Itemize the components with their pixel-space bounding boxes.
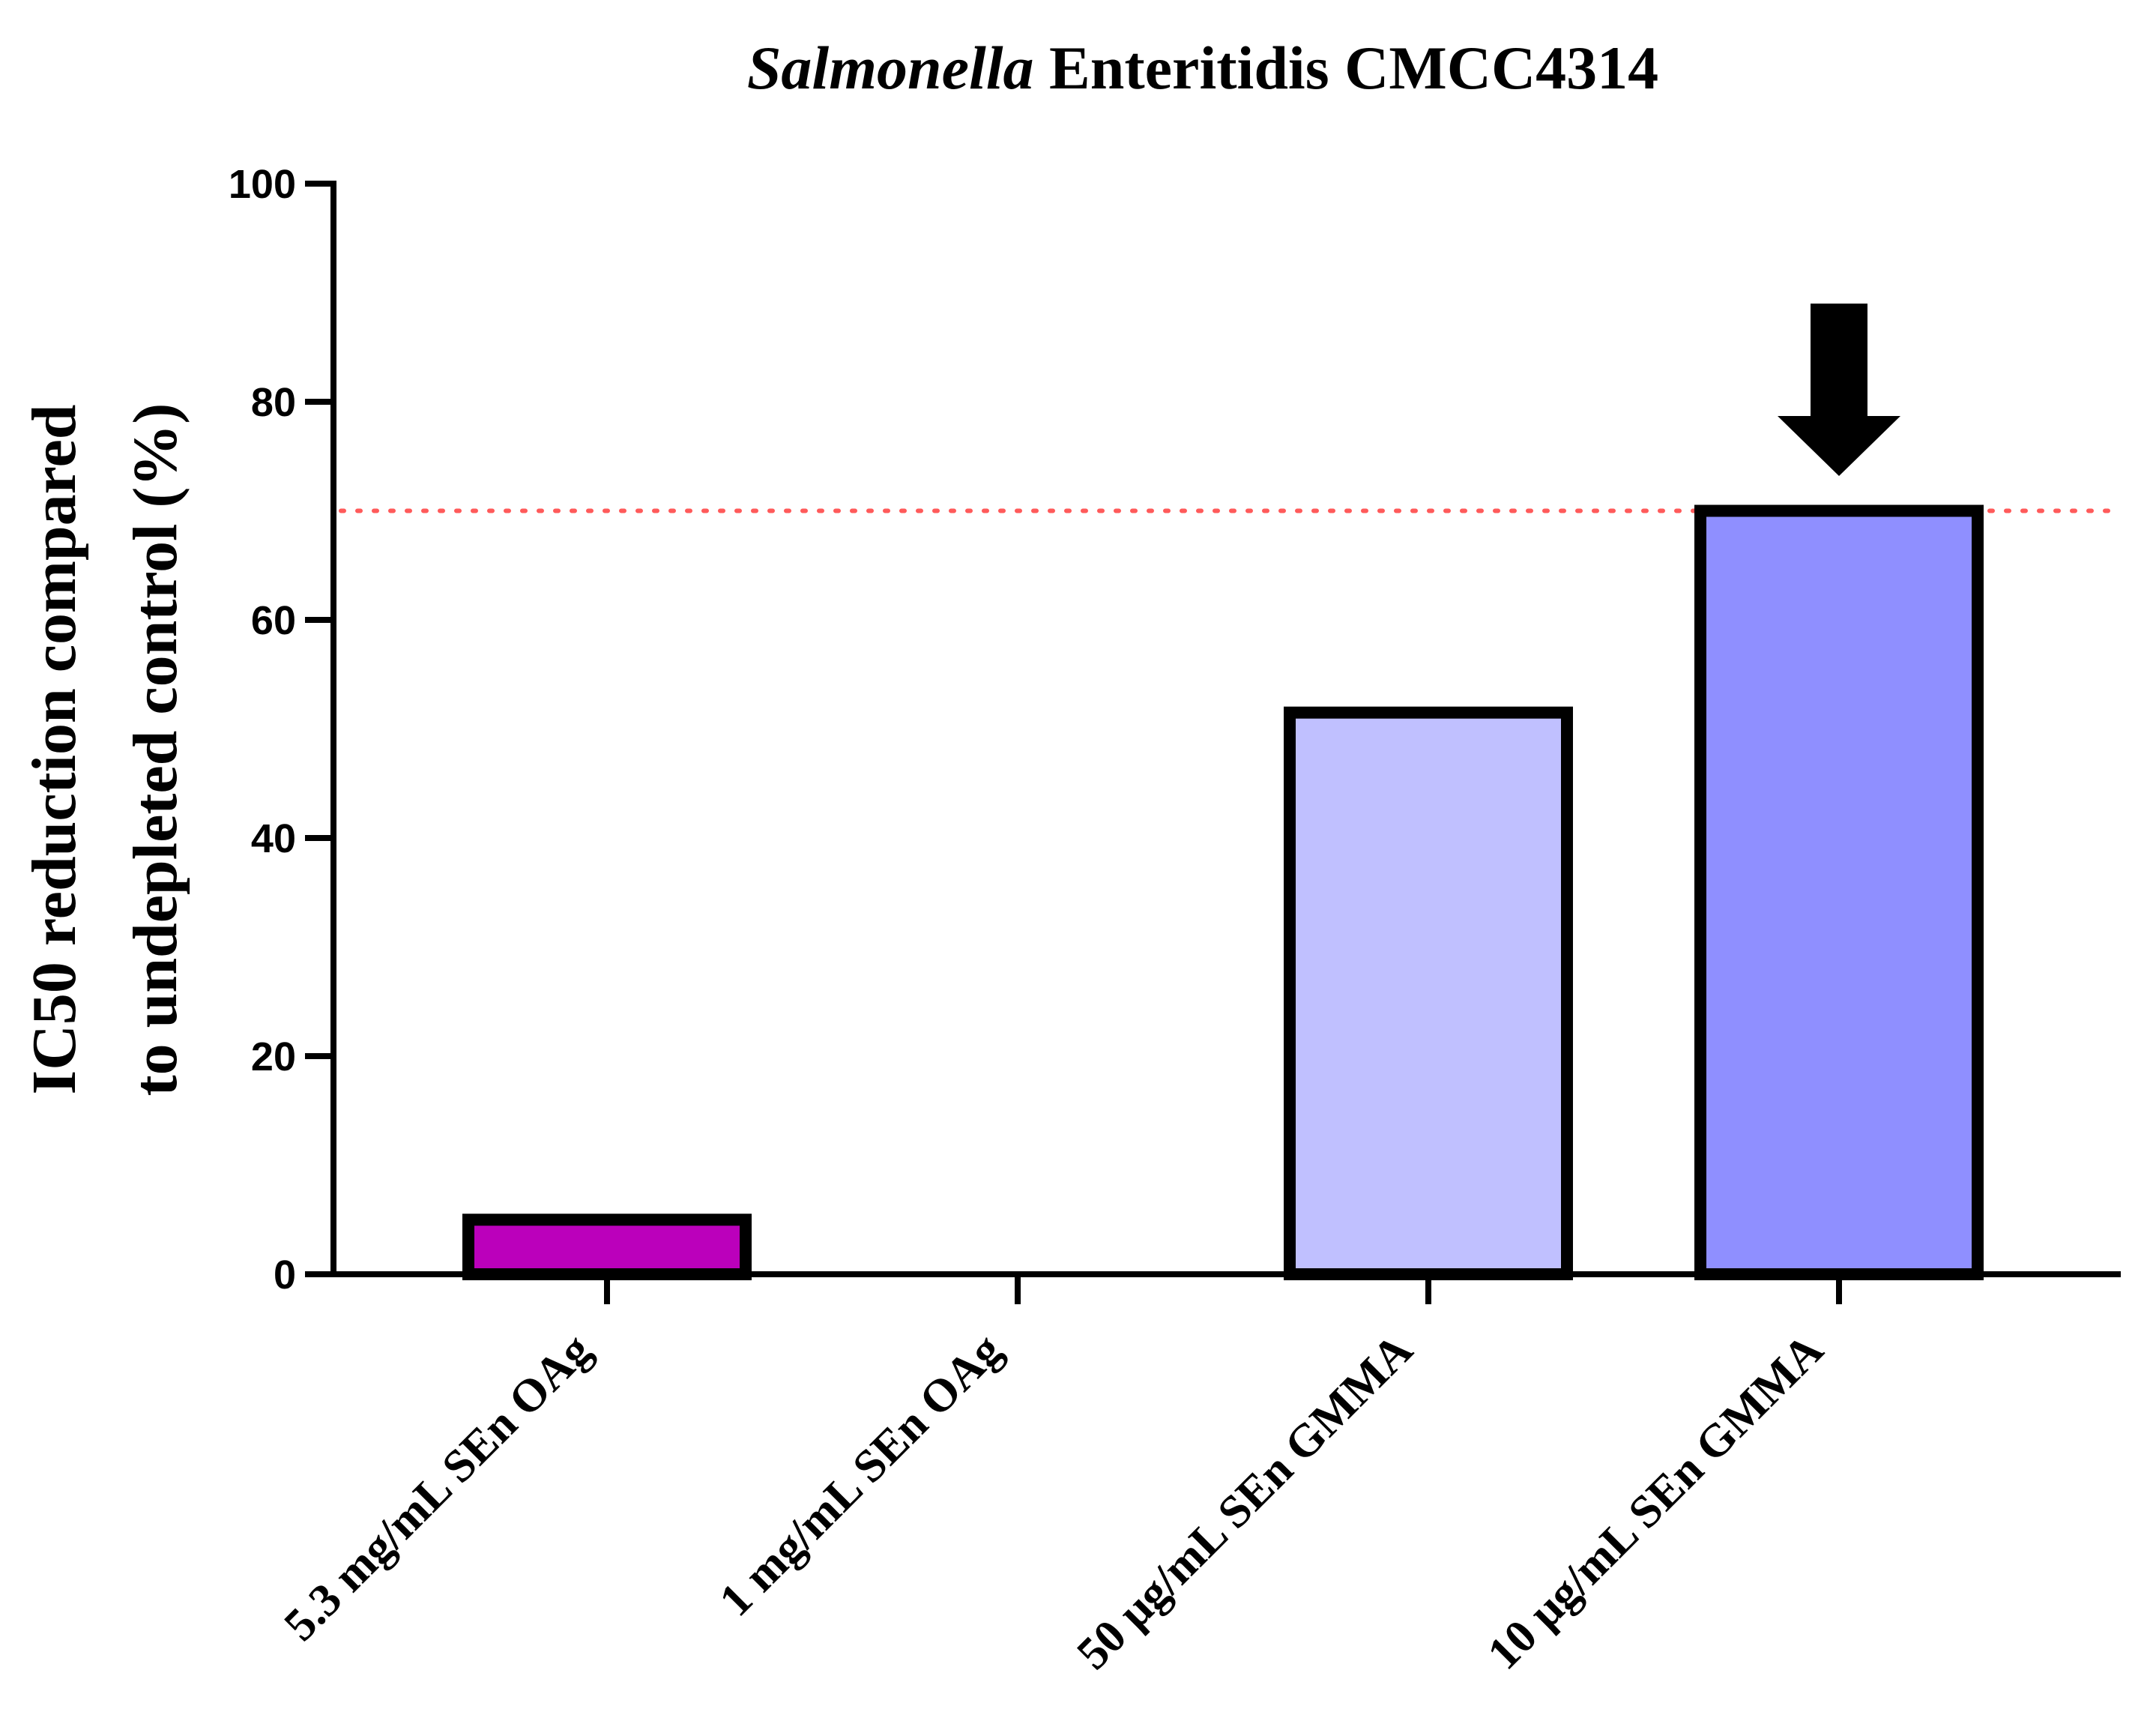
y-axis-label-line: IC50 reduction compared	[19, 405, 89, 1095]
y-tick-label: 60	[251, 598, 296, 643]
y-tick-label: 20	[251, 1034, 296, 1079]
chart-title: Salmonella Enteritidis CMCC4314	[747, 34, 1658, 102]
y-tick-label: 80	[251, 380, 296, 425]
x-ticks: 5.3 mg/mL SEn OAg 1 mg/mL SEn OAg 50 μg/mL…	[274, 1274, 1842, 1680]
y-tick-label: 100	[229, 162, 296, 207]
x-tick-label: 10 μg/mL SEn GMMA	[1478, 1324, 1833, 1680]
bar	[1284, 706, 1573, 1280]
marker-group	[1778, 304, 1900, 476]
axes	[330, 181, 2121, 1277]
x-tick-label: 5.3 mg/mL SEn OAg	[274, 1324, 600, 1651]
bar	[1694, 504, 1984, 1280]
bar	[462, 1214, 752, 1280]
bars	[462, 504, 1984, 1280]
y-axis-label: IC50 reduction compared to undepleted con…	[19, 403, 190, 1097]
y-axis-label-line: to undepleted control (%)	[121, 403, 190, 1097]
chart-title-italic: Salmonella	[747, 34, 1034, 102]
x-tick-label: 1 mg/mL SEn OAg	[710, 1324, 1012, 1627]
down-arrow-icon	[1778, 304, 1900, 476]
x-tick-label: 50 μg/mL SEn GMMA	[1067, 1324, 1422, 1680]
y-tick-label: 0	[274, 1253, 296, 1297]
y-tick-label: 40	[251, 816, 296, 861]
y-ticks: 0 20 40 60 80 100	[229, 162, 333, 1297]
chart-title-regular: Enteritidis CMCC4314	[1034, 34, 1659, 102]
